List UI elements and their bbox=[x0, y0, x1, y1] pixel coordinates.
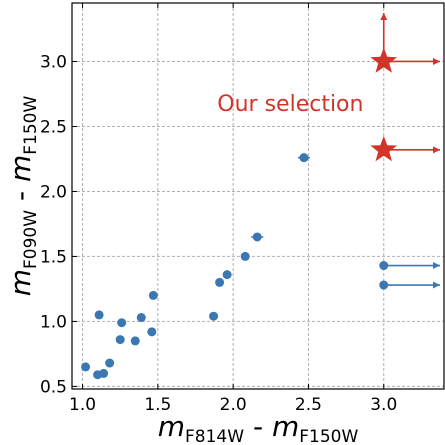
data-point bbox=[99, 368, 109, 378]
data-point bbox=[252, 232, 262, 242]
selection-star bbox=[370, 135, 398, 162]
selection-star bbox=[370, 47, 398, 73]
limit-arrow-head bbox=[433, 262, 440, 270]
data-points bbox=[81, 153, 310, 380]
y-tick-label: 3.0 bbox=[40, 52, 67, 72]
y-tick-label: 1.5 bbox=[40, 247, 67, 267]
grid-lines bbox=[72, 3, 444, 389]
lower-limit-points bbox=[379, 261, 440, 290]
x-tick-label: 3.0 bbox=[370, 395, 397, 415]
y-tick-label: 2.5 bbox=[40, 117, 67, 137]
y-tick-label: 1.0 bbox=[40, 312, 67, 332]
limit-arrow-head bbox=[433, 281, 440, 289]
data-point bbox=[105, 358, 115, 368]
data-point bbox=[209, 311, 219, 321]
x-tick-label: 2.5 bbox=[295, 395, 322, 415]
data-point bbox=[222, 270, 232, 280]
x-tick-label: 1.5 bbox=[144, 395, 171, 415]
data-point bbox=[147, 327, 157, 337]
plot-frame bbox=[71, 2, 445, 390]
data-point bbox=[240, 251, 250, 261]
data-point bbox=[148, 290, 158, 300]
x-axis-title: mF814W - mF150W bbox=[158, 410, 359, 445]
data-point bbox=[299, 153, 309, 163]
data-point bbox=[215, 277, 225, 287]
selection-points bbox=[370, 13, 440, 162]
y-tick-label: 0.5 bbox=[40, 377, 67, 397]
data-point bbox=[115, 335, 125, 345]
y-axis-ticks: 0.5 1.0 1.5 2.0 2.5 3.0 bbox=[40, 52, 77, 397]
limit-point bbox=[379, 280, 389, 290]
selection-arrow-up-head bbox=[380, 13, 388, 20]
x-axis-ticks: 1.0 1.5 2.0 2.5 3.0 bbox=[69, 3, 397, 415]
selection-arrow-right-head bbox=[433, 57, 440, 65]
x-tick-label: 1.0 bbox=[69, 395, 96, 415]
data-point bbox=[81, 362, 91, 372]
y-tick-label: 2.0 bbox=[40, 182, 67, 202]
limit-point bbox=[379, 261, 389, 271]
data-point bbox=[136, 313, 146, 323]
selection-arrow-right-head bbox=[433, 146, 440, 154]
selection-annotation: Our selection bbox=[217, 92, 363, 117]
data-point bbox=[130, 336, 140, 346]
data-point bbox=[94, 310, 104, 320]
data-point bbox=[117, 318, 127, 328]
x-tick-label: 2.0 bbox=[220, 395, 247, 415]
y-axis-title: mF090W - mF150W bbox=[4, 96, 41, 297]
